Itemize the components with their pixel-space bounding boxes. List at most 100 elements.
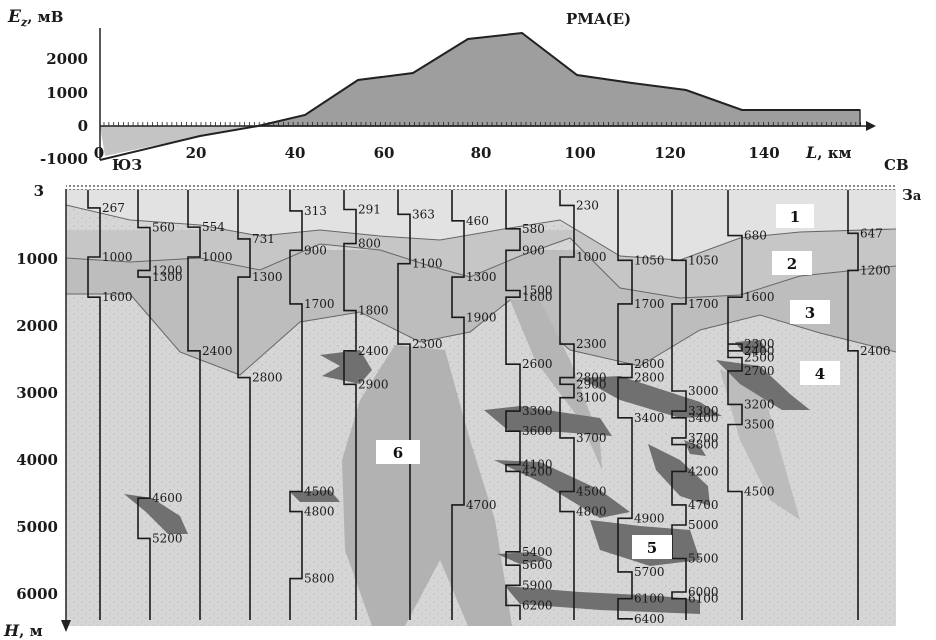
well-depth-label: 1700: [304, 297, 335, 311]
well-4: 731 1300 2800: [237, 190, 283, 620]
geologic-section: 2671000160056012001300460052005541000240…: [3, 182, 922, 640]
well-depth-label: 2800: [634, 371, 665, 385]
depth-tick-3: 4000: [16, 451, 58, 469]
profile-x-tick-1: 20: [186, 144, 207, 162]
depth-top-value: 3: [34, 182, 44, 200]
well-depth-label: 5000: [688, 518, 719, 532]
well-depth-label: 5500: [688, 552, 719, 566]
well-depth-label: 1600: [522, 290, 553, 304]
well-depth-label: 4100: [522, 458, 553, 472]
well-column-line: [343, 190, 357, 620]
well-1: 267 1000 1600: [87, 190, 133, 620]
well-depth-label: 731: [252, 232, 275, 246]
well-depth-label: 1000: [576, 250, 607, 264]
direction-left-label: ЮЗ: [112, 156, 142, 174]
depth-axis-label: H, м: [3, 621, 43, 640]
body-6-plume: [342, 345, 512, 626]
well-depth-label: 4800: [576, 505, 607, 519]
well-depth-label: 1700: [688, 297, 719, 311]
well-depth-label: 3300: [688, 404, 719, 418]
well-column-line: [397, 190, 411, 620]
profile-y-tick-0: 2000: [46, 50, 88, 68]
well-depth-label: 5700: [634, 565, 665, 579]
depth-tick-5: 6000: [16, 585, 58, 603]
depth-tick-2: 3000: [16, 384, 58, 402]
well-depth-label: 580: [522, 222, 545, 236]
well-column-line: [187, 190, 201, 620]
well-depth-label: 3000: [688, 384, 719, 398]
well-depth-label: 2600: [522, 357, 553, 371]
well-column-line: [137, 190, 151, 620]
direction-far-right-label: За: [902, 186, 922, 204]
profile-x-tick-6: 120: [654, 144, 685, 162]
well-column-line: [451, 190, 465, 620]
well-depth-label: 4500: [744, 485, 775, 499]
well-depth-label: 2400: [358, 344, 389, 358]
well-depth-label: 291: [358, 202, 381, 216]
well-depth-label: 4800: [304, 505, 335, 519]
well-depth-label: 4600: [152, 491, 183, 505]
well-depth-label: 5400: [522, 545, 553, 559]
well-6: 291 800 1800 2400 2900: [343, 190, 389, 620]
boundary-2: [65, 237, 897, 299]
profile-chart: PMA(E) Ez, мВ 2000 1000 0 -1000 0 20 40 …: [7, 7, 909, 174]
boundary-1: [65, 204, 897, 261]
profile-x-tick-2: 40: [285, 144, 306, 162]
well-depth-label: 363: [412, 207, 435, 221]
well-depth-label: 800: [358, 237, 381, 251]
profile-x-tick-3: 60: [374, 144, 395, 162]
well-depth-label: 460: [466, 214, 489, 228]
profile-x-tick-4: 80: [471, 144, 492, 162]
well-depth-label: 5900: [522, 578, 553, 592]
light-plume-far-right: [720, 370, 800, 520]
well-depth-label: 3400: [634, 411, 665, 425]
well-depth-label: 3400: [688, 411, 719, 425]
well-column-line: [727, 190, 743, 620]
profile-x-tick-5: 100: [564, 144, 595, 162]
profile-area: [257, 32, 861, 127]
profile-x-minor-ticks: [103, 122, 861, 126]
well-depth-label: 2400: [202, 344, 233, 358]
well-depth-label: 4200: [688, 464, 719, 478]
profile-y-tick-3: -1000: [40, 150, 88, 168]
layer-label-4: 4: [800, 361, 840, 385]
light-plume-right: [510, 300, 602, 470]
well-column-line: [505, 190, 521, 620]
well-depth-label: 1000: [102, 250, 133, 264]
well-depth-label: 1500: [522, 284, 553, 298]
well-depth-label: 2800: [252, 371, 283, 385]
well-depth-label: 4500: [576, 485, 607, 499]
well-depth-label: 2400: [860, 344, 891, 358]
well-depth-label: 1800: [358, 304, 389, 318]
well-column-line: [617, 190, 633, 620]
well-depth-label: 1100: [412, 257, 443, 271]
well-depth-label: 267: [102, 201, 125, 215]
well-depth-label: 4700: [688, 498, 719, 512]
svg-text:6: 6: [393, 444, 403, 462]
well-depth-label: 4500: [304, 485, 335, 499]
well-depth-label: 3300: [522, 404, 553, 418]
well-depth-label: 647: [860, 226, 883, 240]
well-depth-label: 2900: [358, 377, 389, 391]
well-depth-label: 4700: [466, 498, 497, 512]
well-depth-label: 6200: [522, 598, 553, 612]
well-depth-label: 900: [304, 243, 327, 257]
layer-label-5: 5: [632, 535, 672, 559]
well-8: 460 1300 1900 4700: [451, 190, 497, 620]
well-3: 554 1000 2400: [187, 190, 233, 620]
well-depth-label: 2300: [412, 337, 443, 351]
well-depth-label: 1900: [466, 310, 497, 324]
well-depth-label: 3100: [576, 391, 607, 405]
profile-x-label: L, км: [805, 143, 852, 162]
well-column-line: [847, 190, 859, 620]
depth-tick-0: 1000: [16, 250, 58, 268]
well-depth-label: 6000: [688, 585, 719, 599]
well-depth-label: 1600: [102, 290, 133, 304]
svg-text:1: 1: [790, 208, 800, 226]
layer-label-3: 3: [790, 300, 830, 324]
well-depth-label: 3200: [744, 397, 775, 411]
profile-area-negative: [100, 126, 258, 156]
